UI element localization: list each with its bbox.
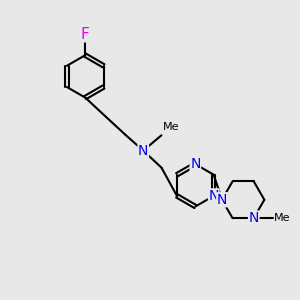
Text: N: N bbox=[217, 193, 227, 207]
Text: N: N bbox=[190, 157, 200, 171]
Text: F: F bbox=[81, 27, 90, 42]
Text: Me: Me bbox=[163, 122, 179, 132]
Text: N: N bbox=[138, 144, 148, 158]
Text: Me: Me bbox=[274, 213, 290, 223]
Text: N: N bbox=[208, 189, 219, 203]
Text: N: N bbox=[249, 211, 259, 225]
